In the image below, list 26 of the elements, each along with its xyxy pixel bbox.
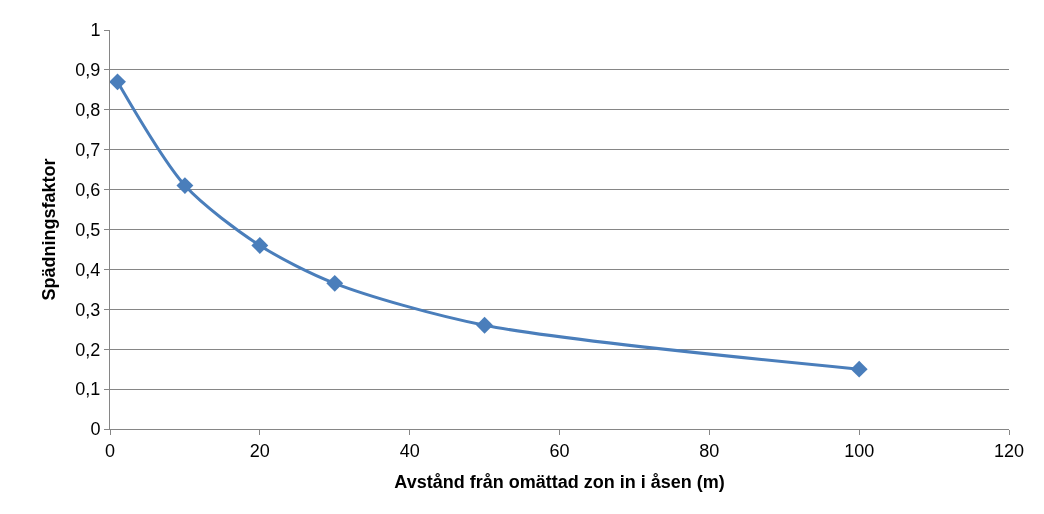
point — [850, 360, 868, 378]
x-tick-label: 20 — [249, 440, 270, 461]
y-tick-label: 0,7 — [75, 140, 101, 160]
y-tick-label: 0 — [90, 419, 101, 440]
x-tick-label: 40 — [399, 440, 420, 461]
y-tick-label: 0,4 — [75, 259, 101, 280]
point — [476, 316, 494, 334]
x-tick-label: 60 — [549, 440, 570, 461]
y-tick-label: 1 — [90, 20, 101, 41]
x-tick-label: 120 — [993, 440, 1025, 461]
y-axis-title: Spädningsfaktor — [38, 158, 59, 301]
point — [251, 237, 269, 254]
y-tick-label: 0,5 — [75, 219, 101, 240]
point — [326, 274, 344, 292]
y-tick-label: 0,8 — [75, 100, 101, 121]
point — [110, 73, 126, 91]
point — [176, 177, 194, 195]
y-tick-label: 0,9 — [75, 60, 101, 81]
y-tick-label: 0,1 — [75, 379, 101, 400]
x-tick-label: 100 — [844, 440, 875, 461]
x-axis-title: Avstånd från omättad zon in i åsen (m) — [394, 471, 725, 492]
x-tick-label: 80 — [699, 440, 720, 461]
x-tick-label: 0 — [104, 440, 116, 461]
y-tick-label: 0,2 — [75, 339, 101, 360]
y-tick-label: 0,6 — [75, 179, 101, 200]
y-tick-label: 0,3 — [75, 299, 101, 320]
